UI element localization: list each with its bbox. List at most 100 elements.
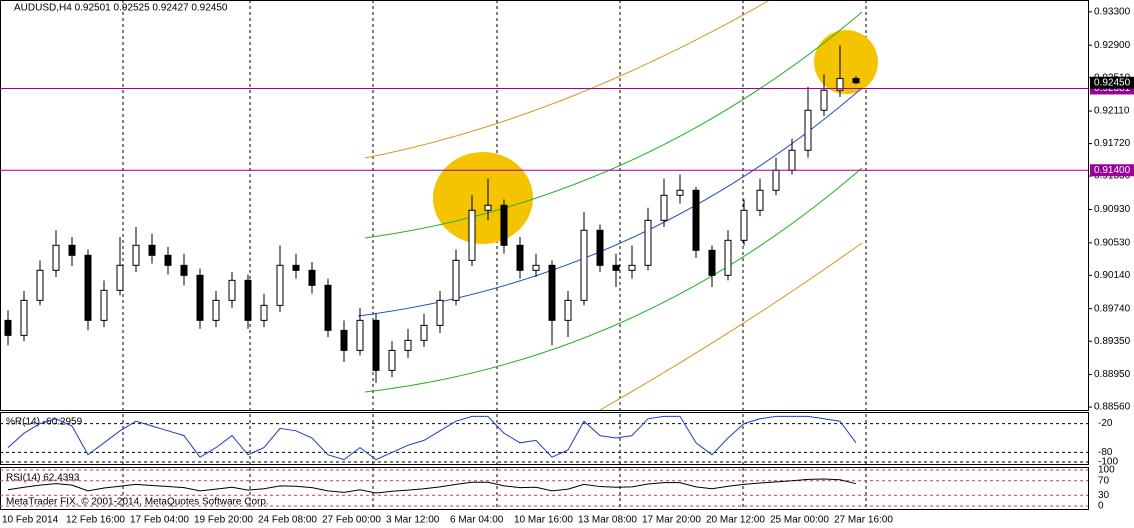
x-tick-label: 20 Mar 12:00 <box>706 515 765 526</box>
channel-line <box>599 242 863 411</box>
y-tick-label: -80 <box>1098 447 1113 458</box>
candle-body <box>132 244 140 266</box>
y-tick-label: 0.90930 <box>1094 204 1131 215</box>
x-tick-label: 17 Mar 20:00 <box>642 515 701 526</box>
x-tick-label: 27 Feb 00:00 <box>322 515 381 526</box>
candle-body <box>756 189 764 211</box>
y-tick-label: 0.92900 <box>1094 40 1131 51</box>
candle-body <box>20 299 28 336</box>
channel-line <box>357 87 863 317</box>
candle-body <box>196 274 204 321</box>
candle-body <box>596 229 604 266</box>
candle-body <box>500 204 508 246</box>
separators <box>122 0 867 510</box>
indicator-name: RSI(14) 62.4393 <box>6 473 80 484</box>
y-tick-label: 70 <box>1098 475 1110 486</box>
candle-body <box>276 264 284 306</box>
indicator-line <box>7 478 857 494</box>
candle-body <box>52 244 60 271</box>
candle-body <box>692 189 700 251</box>
chart-title: AUDUSD,H4 0.92501 0.92525 0.92427 0.9245… <box>14 3 228 14</box>
channel-line <box>364 0 771 159</box>
candle-body <box>116 264 124 291</box>
y-tick-label: 0.92110 <box>1094 106 1130 117</box>
marks <box>4 45 860 383</box>
candle-body <box>772 169 780 191</box>
candle-body <box>36 269 44 301</box>
candle-body <box>244 279 252 321</box>
last-price-label: 0.92450 <box>1094 77 1131 88</box>
candle-body <box>852 78 860 84</box>
level-label: 0.91400 <box>1094 165 1131 176</box>
candle-body <box>788 149 796 171</box>
indicator-line <box>7 415 857 461</box>
y-tick-label: 0.90140 <box>1094 270 1131 281</box>
highlight <box>433 152 533 244</box>
candle-body <box>612 264 620 271</box>
y-tick-label: 30 <box>1098 490 1110 501</box>
candle-body <box>820 89 828 111</box>
candle-body <box>308 269 316 286</box>
x-tick-label: 10 Feb 2014 <box>2 515 59 526</box>
candle-body <box>388 349 396 371</box>
x-tick-label: 10 Mar 16:00 <box>514 515 573 526</box>
candle-body <box>548 264 556 321</box>
candle-body <box>708 249 716 276</box>
x-tick-label: 17 Feb 04:00 <box>130 515 189 526</box>
candle-body <box>260 304 268 321</box>
x-tick-label: 25 Mar 00:00 <box>770 515 829 526</box>
candle-body <box>68 244 76 256</box>
candle-body <box>740 209 748 241</box>
y-tick-label: 0.90530 <box>1094 237 1131 248</box>
y-tick-label: 0.93300 <box>1094 6 1131 17</box>
candle-body <box>4 319 12 336</box>
y-tick-label: 0.88950 <box>1094 369 1131 380</box>
candle-body <box>404 339 412 351</box>
rsi-frame <box>0 467 1089 510</box>
candle-body <box>452 259 460 301</box>
candle-body <box>532 264 540 271</box>
candle-body <box>164 254 172 266</box>
candle-body <box>436 299 444 326</box>
candle-body <box>148 244 156 256</box>
candle-body <box>324 284 332 331</box>
y-tick-label: 0 <box>1098 501 1104 512</box>
candle-body <box>644 219 652 266</box>
x-tick-label: 19 Feb 20:00 <box>194 515 253 526</box>
x-tick-label: 3 Mar 12:00 <box>386 515 440 526</box>
candle-body <box>292 264 300 271</box>
candle-body <box>228 279 236 301</box>
channel <box>357 0 863 411</box>
x-tick-label: 27 Mar 16:00 <box>834 515 893 526</box>
y-tick-label: 100 <box>1098 465 1115 476</box>
channel-line <box>364 11 863 239</box>
candle-body <box>804 109 812 151</box>
candle-body <box>628 264 636 271</box>
main-frame <box>0 0 1089 411</box>
candle-body <box>84 254 92 321</box>
candle-body <box>212 299 220 321</box>
candle-body <box>580 229 588 301</box>
x-tick-label: 24 Feb 08:00 <box>258 515 317 526</box>
candle-body <box>724 239 732 276</box>
candle-body <box>420 324 428 341</box>
level-label-box <box>1090 164 1134 177</box>
watermark: MetaTrader FIX, © 2001-2014, MetaQuotes … <box>6 497 269 508</box>
y-tick-label: 0.89740 <box>1094 303 1131 314</box>
x-tick-label: 6 Mar 04:00 <box>450 515 504 526</box>
channel-line <box>364 167 863 393</box>
candle-body <box>340 329 348 351</box>
candle-body <box>180 264 188 276</box>
candle-body <box>484 204 492 211</box>
candle-body <box>564 299 572 321</box>
y-tick-label: -100 <box>1098 457 1118 468</box>
y-tick-label: 0.88560 <box>1094 402 1131 413</box>
last-price-box <box>1090 76 1134 89</box>
wpr-frame <box>0 412 1089 465</box>
y-tick-label: 0.91720 <box>1094 138 1131 149</box>
y-tick-label: 0.89350 <box>1094 336 1131 347</box>
candle-body <box>660 194 668 221</box>
candle-body <box>356 319 364 351</box>
y-tick-label: -20 <box>1098 418 1113 429</box>
